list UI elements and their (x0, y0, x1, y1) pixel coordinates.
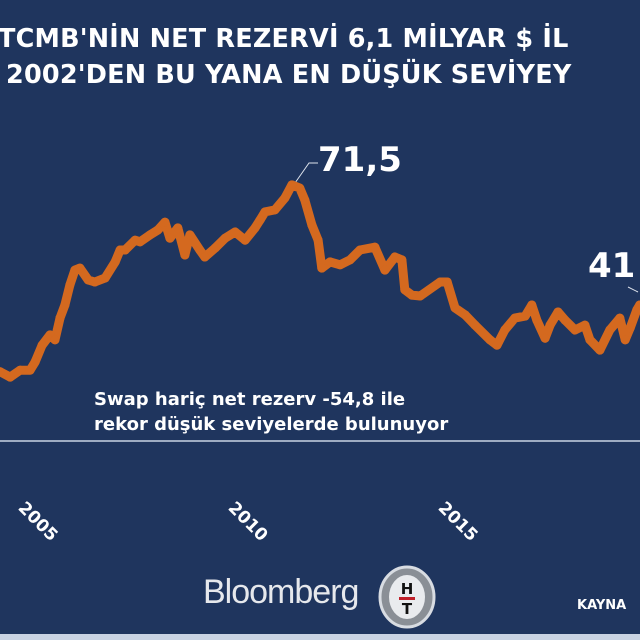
data-point (520, 311, 530, 321)
data-point (295, 183, 305, 193)
data-point (37, 340, 47, 350)
data-point (240, 235, 250, 245)
data-point (210, 243, 220, 253)
data-point (5, 372, 15, 382)
data-point (545, 320, 555, 330)
data-point (397, 255, 407, 265)
data-point (415, 291, 425, 301)
data-point (510, 313, 520, 323)
last-callout-line (627, 286, 639, 293)
data-point (255, 215, 265, 225)
data-point (195, 245, 205, 255)
data-point (230, 227, 240, 237)
data-point (345, 255, 355, 265)
data-point (325, 257, 335, 267)
data-point (625, 323, 635, 333)
data-point (407, 290, 417, 300)
data-point (185, 230, 195, 240)
data-point (595, 345, 605, 355)
data-point (553, 307, 563, 317)
data-point (485, 335, 495, 345)
data-point (135, 237, 145, 247)
data-point (580, 320, 590, 330)
data-point (160, 217, 170, 227)
peak-value-label: 71,5 (318, 140, 402, 180)
data-point (270, 205, 280, 215)
data-point (173, 223, 183, 233)
data-point (635, 300, 640, 310)
data-point (460, 310, 470, 320)
data-point (200, 252, 210, 262)
data-point (313, 235, 323, 245)
data-point (25, 365, 35, 375)
bloomberg-logo: Bloomberg (203, 573, 359, 611)
data-point (570, 325, 580, 335)
data-point (90, 277, 100, 287)
data-point (527, 300, 537, 310)
data-point (380, 265, 390, 275)
data-point (560, 315, 570, 325)
data-point (470, 320, 480, 330)
source-label: KAYNA (577, 598, 627, 613)
data-point (0, 367, 5, 377)
data-point (435, 277, 445, 287)
data-point (30, 357, 40, 367)
annotation-line-2: rekor düşük seviyelerde bulunuyor (94, 414, 449, 435)
peak-callout-line (294, 162, 318, 184)
data-point (500, 325, 510, 335)
data-point (50, 335, 60, 345)
bottom-border (0, 634, 640, 640)
data-point (120, 245, 130, 255)
data-point (280, 193, 290, 203)
data-point (165, 233, 175, 243)
chart-title-line-2: 2002'DEN BU YANA EN DÜŞÜK SEVİYEY (6, 60, 572, 90)
data-point (75, 263, 85, 273)
data-point (615, 313, 625, 323)
data-point (55, 313, 65, 323)
data-point (492, 340, 502, 350)
data-point (390, 252, 400, 262)
data-point (585, 335, 595, 345)
data-point (370, 242, 380, 252)
data-point (110, 257, 120, 267)
data-point (145, 230, 155, 240)
data-point (442, 277, 452, 287)
data-point (620, 335, 630, 345)
last-value-label: 41 (588, 246, 636, 286)
annotation-line-1: Swap hariç net rezerv -54,8 ile (94, 389, 406, 410)
data-point (220, 233, 230, 243)
data-point (153, 225, 163, 235)
data-point (287, 180, 297, 190)
data-point (260, 207, 270, 217)
data-point (400, 285, 410, 295)
data-point (335, 260, 345, 270)
data-point (540, 333, 550, 343)
data-point (250, 223, 260, 233)
data-point (307, 220, 317, 230)
data-point (355, 245, 365, 255)
data-point (180, 250, 190, 260)
data-point (300, 195, 310, 205)
data-point (532, 315, 542, 325)
data-point (100, 273, 110, 283)
data-point (15, 365, 25, 375)
chart-title-line-1: TCMB'NİN NET REZERVİ 6,1 MİLYAR $ İL (0, 24, 569, 54)
data-point (317, 263, 327, 273)
data-point (60, 300, 70, 310)
data-point (65, 280, 75, 290)
data-point (605, 325, 615, 335)
data-point (450, 303, 460, 313)
